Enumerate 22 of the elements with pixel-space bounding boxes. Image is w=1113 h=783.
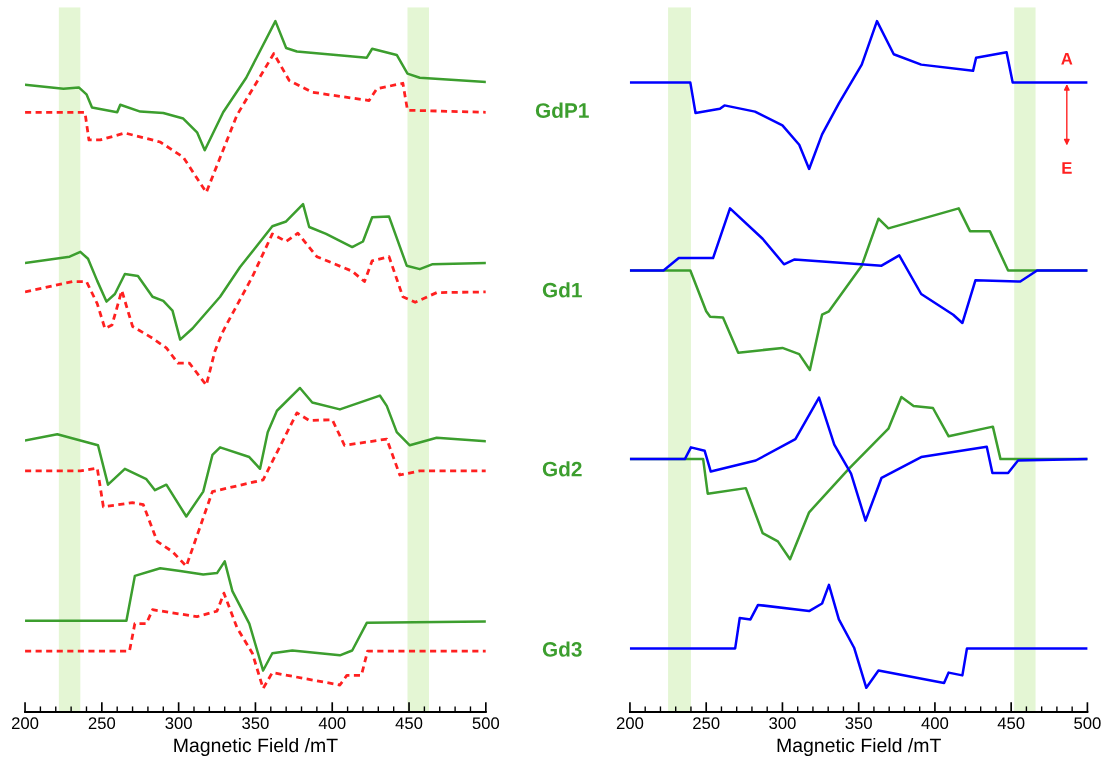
x-tick-label: 450 bbox=[997, 717, 1025, 730]
x-axis-title: Magnetic Field /mT bbox=[174, 737, 338, 757]
text: Gd3 bbox=[542, 641, 582, 657]
annotation: A bbox=[1061, 52, 1073, 65]
x-tick-label: 500 bbox=[472, 717, 500, 730]
x-tick-label: 250 bbox=[693, 717, 720, 730]
x-axis-title: Magnetic Field /mT bbox=[777, 737, 941, 757]
text: GdP1 bbox=[535, 102, 589, 118]
x-tick-label: 250 bbox=[88, 717, 116, 730]
x-tick-label: 350 bbox=[242, 717, 269, 730]
x-tick-label: 500 bbox=[1074, 717, 1101, 730]
x-tick-label: 400 bbox=[318, 717, 346, 730]
x-tick-label: 400 bbox=[921, 717, 949, 730]
text: Gd2 bbox=[542, 461, 582, 477]
x-tick-label: 450 bbox=[395, 717, 423, 730]
annotation: E bbox=[1062, 162, 1072, 174]
x-tick-label: 300 bbox=[165, 717, 192, 730]
text: Gd1 bbox=[542, 282, 582, 298]
x-tick-label: 200 bbox=[11, 717, 39, 730]
x-tick-label: 350 bbox=[845, 717, 872, 730]
x-tick-label: 300 bbox=[769, 717, 796, 730]
x-tick-label: 200 bbox=[616, 717, 644, 730]
